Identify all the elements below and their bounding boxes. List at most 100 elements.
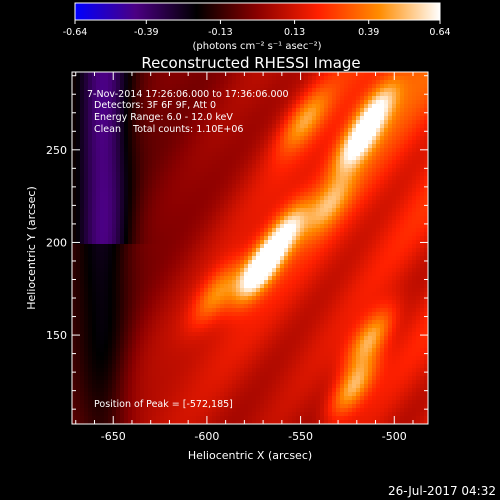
- heatmap-cell: [128, 280, 133, 285]
- heatmap-cell: [216, 256, 221, 261]
- heatmap-cell: [160, 140, 165, 145]
- heatmap-cell: [140, 260, 145, 265]
- heatmap-cell: [312, 72, 317, 77]
- heatmap-cell: [320, 212, 325, 217]
- heatmap-cell: [148, 120, 153, 125]
- heatmap-cell: [188, 84, 193, 89]
- heatmap-cell: [124, 136, 129, 141]
- heatmap-cell: [360, 144, 365, 149]
- heatmap-cell: [336, 292, 341, 297]
- heatmap-cell: [276, 108, 281, 113]
- heatmap-cell: [124, 172, 129, 177]
- heatmap-cell: [324, 292, 329, 297]
- heatmap-cell: [196, 84, 201, 89]
- heatmap-cell: [280, 120, 285, 125]
- heatmap-cell: [108, 220, 113, 225]
- heatmap-cell: [292, 208, 297, 213]
- heatmap-cell: [164, 208, 169, 213]
- heatmap-cell: [80, 224, 85, 229]
- heatmap-cell: [312, 248, 317, 253]
- heatmap-cell: [140, 116, 145, 121]
- heatmap-cell: [336, 188, 341, 193]
- heatmap-cell: [108, 240, 113, 245]
- heatmap-cell: [192, 112, 197, 117]
- heatmap-cell: [120, 220, 125, 225]
- heatmap-cell: [220, 152, 225, 157]
- heatmap-cell: [72, 208, 77, 213]
- heatmap-cell: [304, 96, 309, 101]
- heatmap-cell: [152, 84, 157, 89]
- heatmap-cell: [340, 128, 345, 133]
- heatmap-cell: [152, 92, 157, 97]
- heatmap-cell: [292, 144, 297, 149]
- heatmap-cell: [224, 192, 229, 197]
- heatmap-cell: [212, 120, 217, 125]
- heatmap-cell: [296, 96, 301, 101]
- heatmap-cell: [164, 192, 169, 197]
- heatmap-cell: [180, 252, 185, 257]
- heatmap-cell: [372, 148, 377, 153]
- heatmap-cell: [224, 268, 229, 273]
- heatmap-cell: [360, 84, 365, 89]
- heatmap-cell: [344, 288, 349, 293]
- heatmap-cell: [200, 92, 205, 97]
- heatmap-cell: [208, 180, 213, 185]
- heatmap-cell: [296, 248, 301, 253]
- heatmap-cell: [252, 172, 257, 177]
- heatmap-cell: [320, 104, 325, 109]
- heatmap-cell: [424, 208, 428, 213]
- heatmap-cell: [100, 180, 105, 185]
- heatmap-cell: [360, 212, 365, 217]
- heatmap-cell: [288, 124, 293, 129]
- heatmap-cell: [396, 276, 401, 281]
- heatmap-cell: [272, 192, 277, 197]
- heatmap-cell: [168, 236, 173, 241]
- heatmap-cell: [280, 100, 285, 105]
- heatmap-cell: [120, 284, 125, 289]
- heatmap-cell: [352, 184, 357, 189]
- heatmap-cell: [224, 172, 229, 177]
- heatmap-cell: [124, 168, 129, 173]
- heatmap-cell: [384, 236, 389, 241]
- heatmap-cell: [204, 232, 209, 237]
- heatmap-cell: [400, 280, 405, 285]
- heatmap-cell: [156, 156, 161, 161]
- heatmap-cell: [356, 252, 361, 257]
- heatmap-cell: [212, 212, 217, 217]
- heatmap-cell: [228, 116, 233, 121]
- heatmap-cell: [260, 120, 265, 125]
- heatmap-cell: [408, 188, 413, 193]
- heatmap-cell: [416, 240, 421, 245]
- heatmap-cell: [392, 248, 397, 253]
- heatmap-cell: [188, 124, 193, 129]
- heatmap-cell: [364, 104, 369, 109]
- heatmap-cell: [244, 292, 249, 297]
- heatmap-cell: [260, 292, 265, 297]
- heatmap-cell: [344, 136, 349, 141]
- heatmap-cell: [148, 76, 153, 81]
- heatmap-cell: [360, 228, 365, 233]
- heatmap-cell: [184, 132, 189, 137]
- heatmap-cell: [268, 276, 273, 281]
- heatmap-cell: [144, 200, 149, 205]
- heatmap-cell: [304, 160, 309, 165]
- heatmap-cell: [280, 216, 285, 221]
- heatmap-cell: [336, 124, 341, 129]
- heatmap-cell: [180, 144, 185, 149]
- heatmap-cell: [280, 144, 285, 149]
- heatmap-cell: [172, 252, 177, 257]
- heatmap-cell: [308, 224, 313, 229]
- heatmap-cell: [104, 232, 109, 237]
- heatmap-cell: [388, 72, 393, 77]
- heatmap-cell: [104, 76, 109, 81]
- heatmap-cell: [220, 280, 225, 285]
- heatmap-cell: [216, 120, 221, 125]
- heatmap-cell: [368, 156, 373, 161]
- heatmap-cell: [232, 88, 237, 93]
- heatmap-cell: [72, 292, 77, 297]
- heatmap-cell: [400, 176, 405, 181]
- heatmap-cell: [224, 88, 229, 93]
- heatmap-cell: [336, 128, 341, 133]
- heatmap-cell: [236, 200, 241, 205]
- heatmap-cell: [308, 264, 313, 269]
